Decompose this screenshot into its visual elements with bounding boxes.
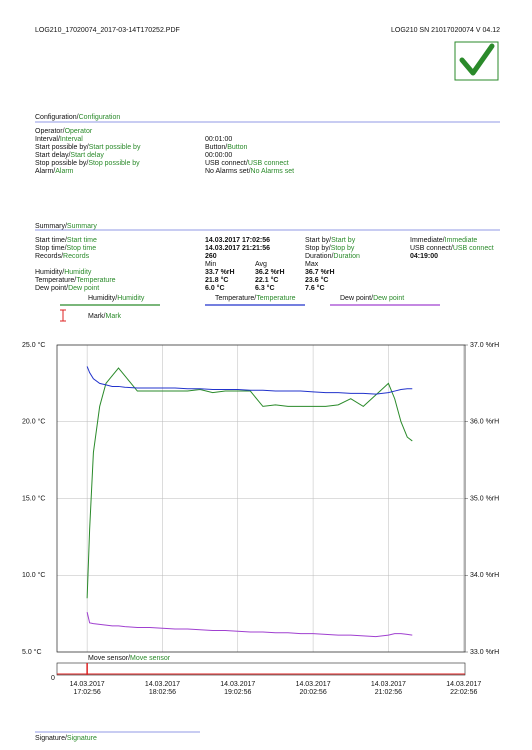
y-tick-label: 25.0 °C xyxy=(22,341,45,349)
signature-label: Signature/Signature xyxy=(35,735,97,742)
summary-value: 14.03.2017 21:21:56 xyxy=(205,245,270,252)
data-line xyxy=(86,611,413,638)
summary-label: Duration/Duration xyxy=(305,253,360,260)
stats-value: 23.6 °C xyxy=(305,276,328,284)
config-value: 00:00:00 xyxy=(205,152,232,159)
config-label: Alarm/Alarm xyxy=(35,168,74,175)
config-label: Start delay/Start delay xyxy=(35,152,104,159)
config-label: Stop possible by/Stop possible by xyxy=(35,160,140,167)
config-label: Interval/Interval xyxy=(35,136,83,143)
stats-header: Max xyxy=(305,261,319,268)
file-name: LOG210_17020074_2017-03-14T170252.PDF xyxy=(35,27,180,34)
device-info: LOG210 SN 21017020074 V 04.12 xyxy=(391,27,500,34)
config-label: Start possible by/Start possible by xyxy=(35,144,141,151)
stats-header: Avg xyxy=(255,261,267,268)
mark-legend: Mark/Mark xyxy=(88,313,122,320)
move-sensor-box xyxy=(56,662,466,676)
summary-label: Start by/Start by xyxy=(305,237,356,244)
config-value: No Alarms set/No Alarms set xyxy=(205,168,294,175)
stats-value: 21.8 °C xyxy=(205,276,228,284)
section-title: Configuration/Configuration xyxy=(35,114,120,121)
legend-label: Humidity/Humidity xyxy=(88,295,145,302)
y-tick-label: 5.0 °C xyxy=(22,648,42,656)
x-tick-label: 14.03.2017 19:02:56 xyxy=(220,681,255,696)
x-tick-label: 14.03.2017 18:02:56 xyxy=(145,681,180,696)
legend-label: Dew point/Dew point xyxy=(340,295,404,302)
legend-label: Temperature/Temperature xyxy=(215,295,296,302)
stats-header: Min xyxy=(205,261,216,268)
x-tick-label: 14.03.2017 17:02:56 xyxy=(70,681,105,696)
stats-value: 6.3 °C xyxy=(255,284,275,292)
y2-tick-label: 37.0 %rH xyxy=(470,342,499,349)
y-tick-label: 15.0 °C xyxy=(22,494,45,502)
x-tick-label: 14.03.2017 21:02:56 xyxy=(371,681,406,696)
config-label: Operator/Operator xyxy=(35,128,93,135)
y2-tick-label: 34.0 %rH xyxy=(470,572,499,579)
status-checkmark xyxy=(459,43,495,76)
summary-label: Stop by/Stop by xyxy=(305,245,355,252)
stats-value: 22.1 °C xyxy=(255,276,278,284)
summary-value: 260 xyxy=(205,253,217,260)
status-box xyxy=(454,41,499,81)
x-tick-label: 14.03.2017 22:02:56 xyxy=(446,681,481,696)
section-title: Summary/Summary xyxy=(35,223,97,230)
move-sensor-label: Move sensor/Move sensor xyxy=(88,655,171,662)
y-tick-label: 10.0 °C xyxy=(22,571,45,579)
stats-label: Temperature/Temperature xyxy=(35,277,116,284)
stats-value: 6.0 °C xyxy=(205,284,225,292)
data-line xyxy=(86,367,413,599)
summary-value: Immediate/Immediate xyxy=(410,237,477,244)
config-value: Button/Button xyxy=(205,144,248,151)
stats-value: 33.7 %rH xyxy=(205,269,235,276)
plot-frame xyxy=(56,344,466,653)
mark-icon xyxy=(60,309,66,322)
x-tick-label: 14.03.2017 20:02:56 xyxy=(296,681,331,696)
summary-value: USB connect/USB connect xyxy=(410,245,494,252)
stats-label: Humidity/Humidity xyxy=(35,269,92,276)
y2-tick-label: 36.0 %rH xyxy=(470,419,499,426)
move-sensor-zero: 0 xyxy=(51,675,55,682)
summary-label: Records/Records xyxy=(35,253,90,260)
stats-value: 36.7 %rH xyxy=(305,269,335,276)
summary-label: Start time/Start time xyxy=(35,237,97,244)
stats-value: 7.6 °C xyxy=(305,284,325,292)
y-tick-label: 20.0 °C xyxy=(22,418,45,426)
stats-label: Dew point/Dew point xyxy=(35,285,99,292)
summary-value: 14.03.2017 17:02:56 xyxy=(205,237,270,244)
summary-value: 04:19:00 xyxy=(410,253,438,260)
data-line xyxy=(86,366,413,395)
y2-tick-label: 33.0 %rH xyxy=(470,649,499,656)
config-value: 00:01:00 xyxy=(205,136,232,143)
config-value: USB connect/USB connect xyxy=(205,160,289,167)
summary-label: Stop time/Stop time xyxy=(35,245,96,252)
stats-value: 36.2 %rH xyxy=(255,269,285,276)
y2-tick-label: 35.0 %rH xyxy=(470,495,499,502)
